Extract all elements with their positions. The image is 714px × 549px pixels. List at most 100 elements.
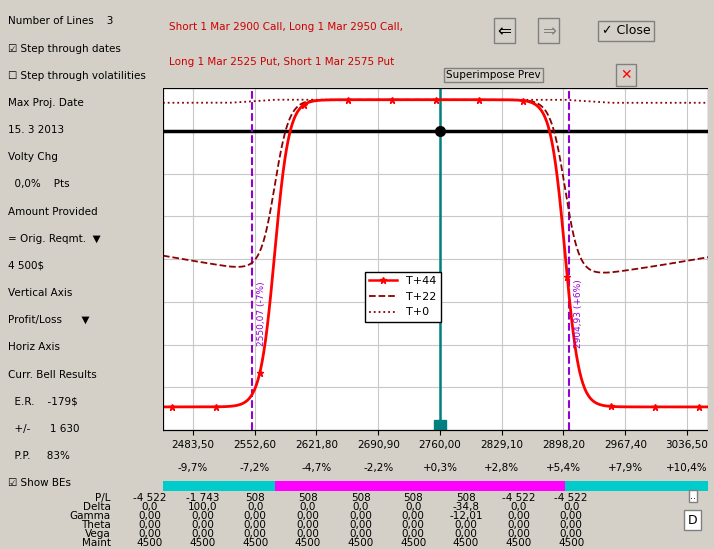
Text: 0,00: 0,00	[349, 529, 372, 539]
Text: 4500: 4500	[400, 538, 426, 548]
Legend: T+44, T+22, T+0: T+44, T+22, T+0	[365, 272, 441, 322]
Text: 0,00: 0,00	[454, 520, 478, 530]
Title: Profit/Loss by Change in NDX Index Price: Profit/Loss by Change in NDX Index Price	[300, 72, 571, 86]
Text: Profit/Loss      ▼: Profit/Loss ▼	[8, 315, 90, 325]
Text: +7,9%: +7,9%	[608, 463, 643, 473]
Text: -4 522: -4 522	[134, 493, 166, 503]
Text: Volty Chg: Volty Chg	[8, 152, 58, 163]
Text: Number of Lines    3: Number of Lines 3	[8, 16, 114, 26]
Text: 2550,07 (-7%): 2550,07 (-7%)	[257, 282, 266, 346]
Text: -4,7%: -4,7%	[301, 463, 331, 473]
Text: 4500: 4500	[189, 538, 216, 548]
Text: 0,00: 0,00	[296, 511, 319, 521]
Text: Short 1 Mar 2900 Call, Long 1 Mar 2950 Call,: Short 1 Mar 2900 Call, Long 1 Mar 2950 C…	[169, 22, 403, 32]
Text: 0,00: 0,00	[560, 511, 583, 521]
Text: 0,00: 0,00	[296, 520, 319, 530]
Text: 4 500$: 4 500$	[8, 261, 44, 271]
Text: +2,8%: +2,8%	[484, 463, 519, 473]
Text: ☑ Step through dates: ☑ Step through dates	[8, 43, 121, 54]
Text: 0,00: 0,00	[296, 529, 319, 539]
Text: 0,00: 0,00	[349, 520, 372, 530]
Text: 0,00: 0,00	[139, 511, 161, 521]
Text: 0,00: 0,00	[402, 520, 425, 530]
Text: E.R.    -179$: E.R. -179$	[8, 397, 78, 407]
Text: +/-      1 630: +/- 1 630	[8, 424, 80, 434]
Text: 0,00: 0,00	[191, 529, 214, 539]
Text: 0,00: 0,00	[402, 529, 425, 539]
Text: 0,00: 0,00	[507, 529, 530, 539]
Text: +0,3%: +0,3%	[423, 463, 458, 473]
Text: ☑ Show BEs: ☑ Show BEs	[8, 478, 71, 488]
Text: 0,00: 0,00	[507, 520, 530, 530]
Text: Maint: Maint	[81, 538, 111, 548]
Text: ☐ Step through volatilities: ☐ Step through volatilities	[8, 71, 146, 81]
Text: 0,00: 0,00	[560, 520, 583, 530]
Text: -7,2%: -7,2%	[239, 463, 270, 473]
Text: 508: 508	[456, 493, 476, 503]
Text: 4500: 4500	[506, 538, 532, 548]
Text: 0,00: 0,00	[191, 520, 214, 530]
Text: 508: 508	[351, 493, 371, 503]
Text: 2904,93 (+6%): 2904,93 (+6%)	[574, 279, 583, 348]
Text: Wand   2751,00: Wand 2751,00	[8, 533, 90, 542]
Text: D: D	[688, 514, 698, 526]
Text: P/L: P/L	[95, 493, 111, 503]
Text: Long 1 Mar 2525 Put, Short 1 Mar 2575 Put: Long 1 Mar 2525 Put, Short 1 Mar 2575 Pu…	[169, 57, 393, 67]
Text: = Orig. Reqmt.  ▼: = Orig. Reqmt. ▼	[8, 234, 101, 244]
Text: Theta: Theta	[81, 520, 111, 530]
Text: Max Proj. Date: Max Proj. Date	[8, 98, 84, 108]
Text: 0,00: 0,00	[139, 520, 161, 530]
Text: -12,01: -12,01	[449, 511, 483, 521]
Text: 100,0: 100,0	[188, 502, 217, 512]
Text: 0,00: 0,00	[402, 511, 425, 521]
Text: 0,0: 0,0	[300, 502, 316, 512]
Text: 4500: 4500	[242, 538, 268, 548]
Text: 0,00: 0,00	[139, 529, 161, 539]
Text: 508: 508	[298, 493, 318, 503]
Text: 0,0: 0,0	[563, 502, 579, 512]
Text: 4500: 4500	[558, 538, 584, 548]
Text: 4500: 4500	[295, 538, 321, 548]
Text: -4 522: -4 522	[555, 493, 588, 503]
Text: Vega: Vega	[85, 529, 111, 539]
Text: 15. 3 2013: 15. 3 2013	[8, 125, 64, 135]
Text: 4500: 4500	[453, 538, 479, 548]
Text: 0,0%    Pts: 0,0% Pts	[8, 180, 70, 189]
Text: 508: 508	[246, 493, 265, 503]
Text: 0,0: 0,0	[511, 502, 527, 512]
Text: ⇐: ⇐	[498, 22, 511, 40]
Text: +10,4%: +10,4%	[666, 463, 708, 473]
Text: 0,00: 0,00	[507, 511, 530, 521]
Text: 0,00: 0,00	[243, 511, 267, 521]
Text: 0,00: 0,00	[560, 529, 583, 539]
Text: Horiz Axis: Horiz Axis	[8, 343, 60, 352]
Text: -4 522: -4 522	[502, 493, 536, 503]
Text: -34,8: -34,8	[453, 502, 479, 512]
Text: 0,0: 0,0	[247, 502, 263, 512]
Text: 508: 508	[403, 493, 423, 503]
Text: 0,0: 0,0	[353, 502, 368, 512]
Text: ..: ..	[690, 491, 695, 501]
Text: 0,0: 0,0	[142, 502, 158, 512]
Text: Gamma: Gamma	[69, 511, 111, 521]
Text: ☑ Show Obj.Stp: ☑ Show Obj.Stp	[8, 506, 91, 516]
Text: Superimpose Prev: Superimpose Prev	[446, 70, 541, 80]
Text: $: $	[146, 68, 154, 81]
Text: Amount Provided: Amount Provided	[8, 206, 98, 217]
Text: -9,7%: -9,7%	[178, 463, 208, 473]
Text: ⇒: ⇒	[542, 22, 555, 40]
Text: 0,00: 0,00	[454, 529, 478, 539]
Text: Delta: Delta	[83, 502, 111, 512]
Text: 0,0: 0,0	[405, 502, 421, 512]
Text: 4500: 4500	[348, 538, 373, 548]
Text: -2,2%: -2,2%	[363, 463, 393, 473]
Text: +5,4%: +5,4%	[546, 463, 581, 473]
Text: 0,00: 0,00	[349, 511, 372, 521]
Text: Curr. Bell Results: Curr. Bell Results	[8, 369, 97, 379]
Text: 0,00: 0,00	[191, 511, 214, 521]
Text: P.P.     83%: P.P. 83%	[8, 451, 70, 461]
Text: 4500: 4500	[137, 538, 163, 548]
Text: ✓ Close: ✓ Close	[601, 24, 650, 37]
Text: Vertical Axis: Vertical Axis	[8, 288, 73, 298]
Text: -1 743: -1 743	[186, 493, 219, 503]
